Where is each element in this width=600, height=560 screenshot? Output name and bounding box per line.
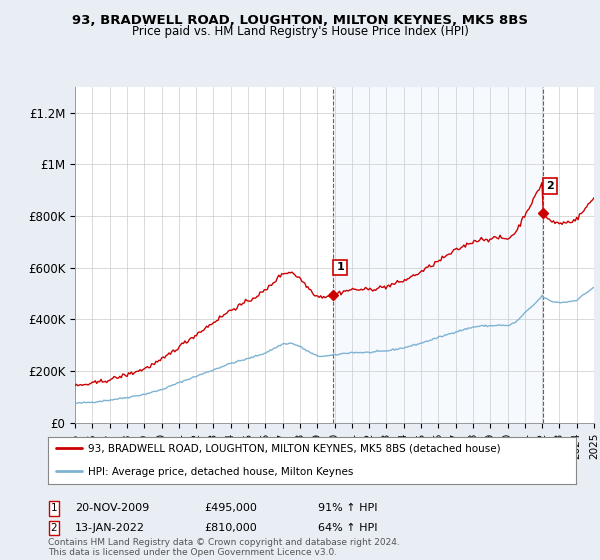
- Text: 1: 1: [336, 262, 344, 272]
- Text: 93, BRADWELL ROAD, LOUGHTON, MILTON KEYNES, MK5 8BS: 93, BRADWELL ROAD, LOUGHTON, MILTON KEYN…: [72, 14, 528, 27]
- Text: HPI: Average price, detached house, Milton Keynes: HPI: Average price, detached house, Milt…: [88, 466, 353, 477]
- Text: 2: 2: [50, 523, 58, 533]
- Bar: [333, 87, 543, 423]
- Text: 13-JAN-2022: 13-JAN-2022: [75, 523, 145, 533]
- Text: 20-NOV-2009: 20-NOV-2009: [75, 503, 149, 514]
- Text: Contains HM Land Registry data © Crown copyright and database right 2024.
This d: Contains HM Land Registry data © Crown c…: [48, 538, 400, 557]
- Text: 93, BRADWELL ROAD, LOUGHTON, MILTON KEYNES, MK5 8BS (detached house): 93, BRADWELL ROAD, LOUGHTON, MILTON KEYN…: [88, 444, 500, 454]
- Text: 91% ↑ HPI: 91% ↑ HPI: [318, 503, 377, 514]
- Text: £810,000: £810,000: [204, 523, 257, 533]
- Text: 2: 2: [546, 181, 554, 191]
- Text: 1: 1: [50, 503, 58, 514]
- Text: Price paid vs. HM Land Registry's House Price Index (HPI): Price paid vs. HM Land Registry's House …: [131, 25, 469, 38]
- Text: 64% ↑ HPI: 64% ↑ HPI: [318, 523, 377, 533]
- Text: £495,000: £495,000: [204, 503, 257, 514]
